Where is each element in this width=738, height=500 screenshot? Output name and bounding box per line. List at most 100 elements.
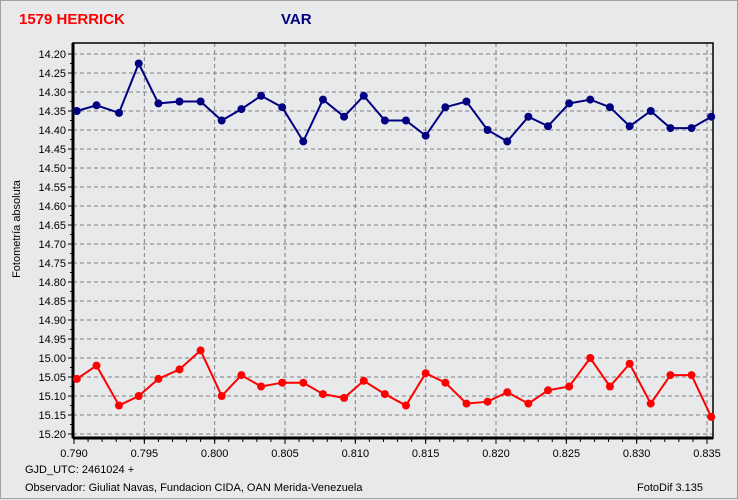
data-point-marker [217,116,226,125]
data-point-marker [380,116,389,125]
data-point-marker [687,371,696,380]
y-axis-ticks: 14.20 14.25 14.30 14.35 14.40 14.45 14.50 14.55… [38,49,73,441]
x-tick-label: 0.805 [271,448,299,460]
data-point-marker [134,392,143,400]
data-point-marker [646,107,655,115]
y-tick-label: 14.35 [38,106,66,118]
data-point-marker [625,359,634,368]
y-tick-label: 14.45 [38,144,66,156]
data-point-marker [237,371,246,380]
y-tick-label: 14.20 [38,49,66,61]
data-point-marker [524,112,533,121]
y-tick-label: 14.65 [38,220,66,232]
y-tick-label: 14.55 [38,182,66,194]
y-tick-label: 15.15 [38,410,66,422]
y-tick-label: 15.20 [38,429,66,441]
data-point-marker [340,393,349,402]
data-point-marker [462,399,471,408]
data-point-marker [359,91,368,100]
data-point-marker [72,107,81,115]
data-point-marker [115,401,124,410]
data-point-marker [421,369,430,378]
y-tick-label: 14.40 [38,125,66,137]
data-point-marker [544,122,553,131]
data-point-marker [175,365,184,374]
data-point-marker [92,101,101,110]
data-point-marker [401,116,410,125]
y-tick-label: 14.85 [38,296,66,308]
data-point-marker [299,378,308,387]
data-point-marker [175,97,184,106]
data-point-marker [666,124,675,133]
x-axis-ticks: 0.790 0.795 0.800 0.805 0.810 0.815 0.820 0.825… [60,438,721,460]
data-point-marker [340,112,349,121]
data-point-marker [380,390,389,399]
data-point-marker [318,390,327,399]
y-tick-label: 14.30 [38,87,66,99]
data-point-marker [586,95,595,104]
software-version: FotoDif 3.135 [637,482,704,494]
data-point-marker [483,397,492,406]
y-tick-label: 14.95 [38,334,66,346]
gjd-label: GJD_UTC: 2461024 + [25,464,135,476]
data-point-marker [318,95,327,104]
data-point-marker [401,401,410,410]
data-point-marker [92,361,101,370]
y-tick-label: 14.75 [38,258,66,270]
x-tick-label: 0.815 [412,448,440,460]
data-point-marker [257,382,266,391]
data-point-marker [462,97,471,106]
x-tick-label: 0.825 [553,448,581,460]
data-point-marker [115,108,124,117]
x-tick-label: 0.800 [201,448,229,460]
y-tick-label: 15.10 [38,391,66,403]
data-point-marker [154,374,163,383]
x-tick-label: 0.820 [482,448,510,460]
data-series [72,59,716,421]
data-point-marker [565,99,574,108]
comparison-series-line [76,348,713,418]
data-point-marker [134,59,143,68]
data-point-marker [299,137,308,146]
y-tick-label: 14.90 [38,315,66,327]
y-tick-label: 14.70 [38,239,66,251]
data-point-marker [544,386,553,395]
y-tick-label: 14.60 [38,201,66,213]
observer-label: Observador: Giuliat Navas, Fundacion CID… [25,482,363,494]
data-point-marker [217,392,226,400]
y-tick-label: 14.80 [38,277,66,289]
x-tick-label: 0.830 [623,448,651,460]
data-point-marker [707,412,716,421]
y-tick-label: 15.05 [38,372,66,384]
y-tick-label: 14.50 [38,163,66,175]
data-point-marker [72,374,81,383]
data-point-marker [196,97,205,106]
x-tick-label: 0.810 [342,448,370,460]
data-point-marker [483,126,492,134]
y-tick-label: 15.00 [38,353,66,365]
data-point-marker [278,378,287,387]
data-point-marker [237,105,246,114]
data-point-marker [605,382,614,391]
data-point-marker [257,91,266,100]
object-title: 1579 HERRICK [19,11,125,28]
data-point-marker [196,346,205,355]
data-point-marker [359,376,368,385]
data-point-marker [421,131,430,140]
x-tick-label: 0.790 [60,448,88,460]
data-point-marker [707,112,716,121]
data-point-marker [154,99,163,108]
data-point-marker [605,103,614,112]
data-point-marker [565,382,574,391]
data-point-marker [278,103,287,112]
data-point-marker [524,399,533,408]
data-point-marker [441,103,450,112]
x-tick-label: 0.835 [693,448,721,460]
data-point-marker [586,354,595,362]
data-point-marker [441,378,450,387]
x-tick-label: 0.795 [131,448,159,460]
data-point-marker [687,124,696,133]
data-point-marker [503,137,512,146]
